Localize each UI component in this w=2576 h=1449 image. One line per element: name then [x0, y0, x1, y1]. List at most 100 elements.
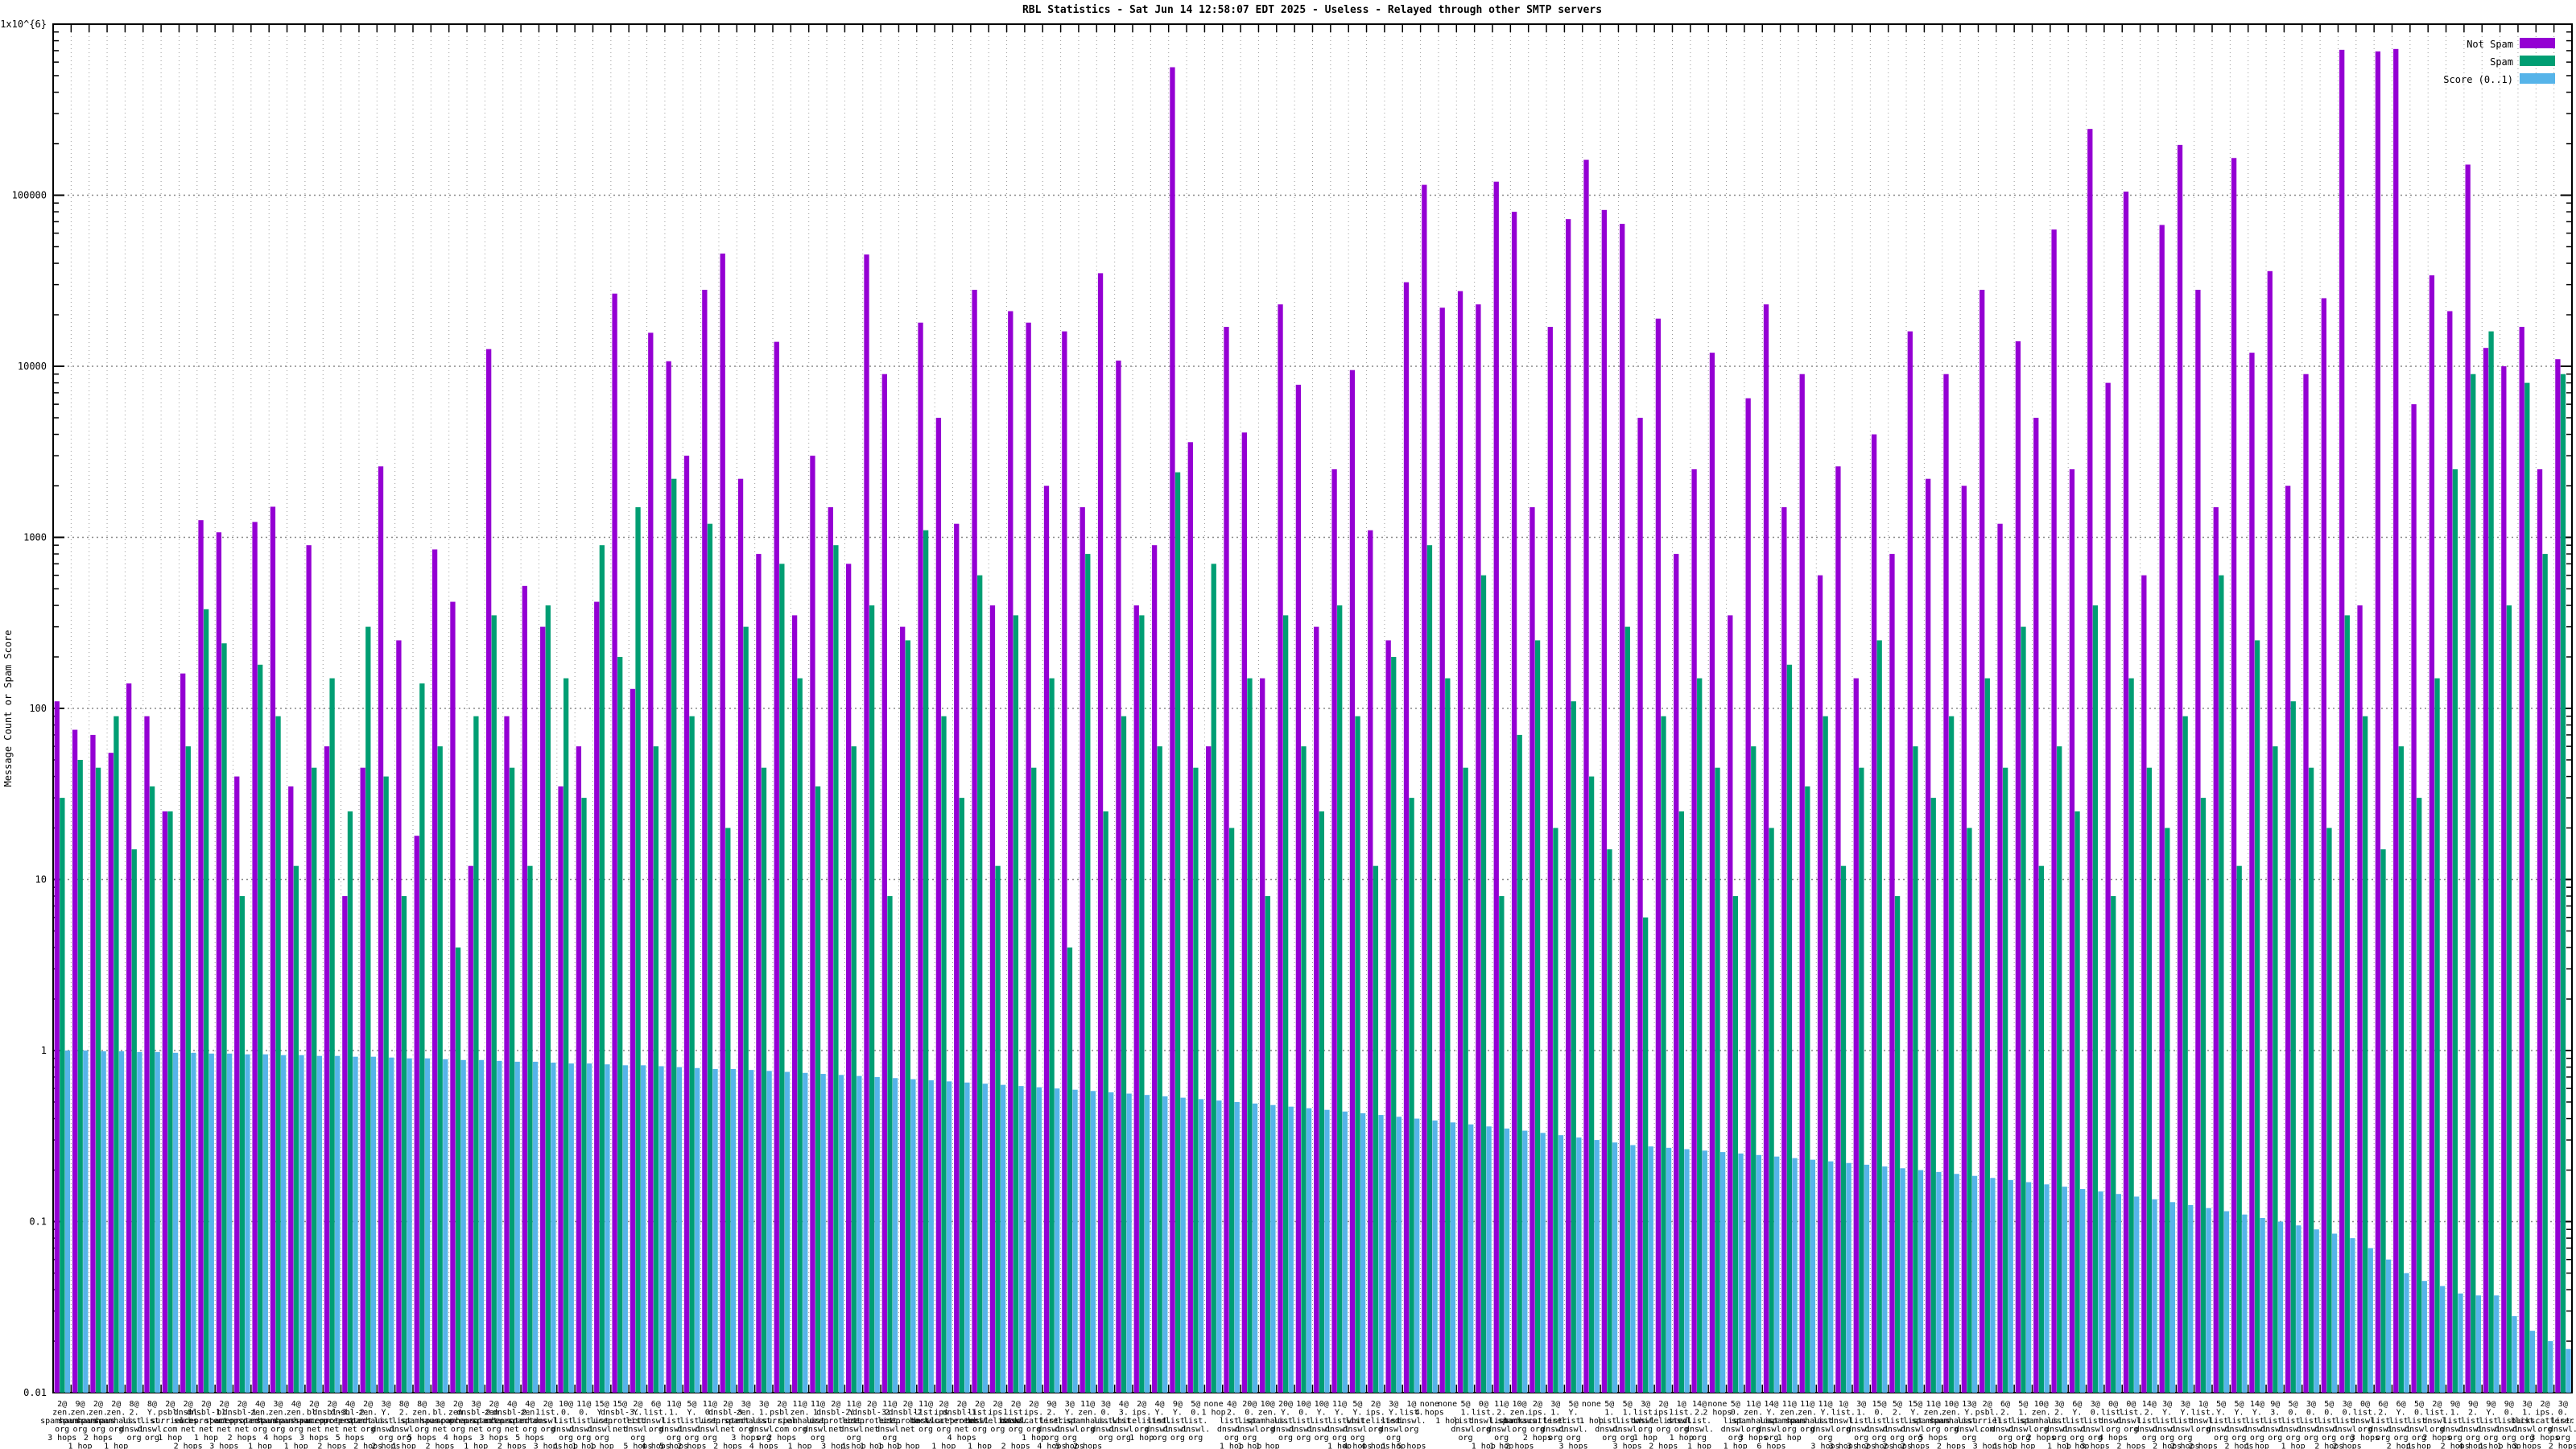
bar-not-spam — [1763, 304, 1769, 1393]
bar-score-0-1 — [712, 1068, 718, 1393]
bar-score-0-1 — [353, 1056, 358, 1393]
bar-score-0-1 — [838, 1075, 844, 1393]
bar-spam — [1805, 786, 1810, 1393]
bar-spam — [1319, 811, 1324, 1393]
bar-score-0-1 — [1162, 1096, 1168, 1393]
bar-not-spam — [1260, 678, 1265, 1393]
x-axis-label: 11@ 2. list. dnswl. org 1 hop — [875, 1400, 904, 1449]
bar-spam — [671, 478, 677, 1393]
x-axis-label: 15@ Y. list. dnswl. org 1 hop — [588, 1400, 617, 1449]
bar-not-spam — [972, 289, 977, 1393]
bar-spam — [2542, 554, 2548, 1393]
bar-score-0-1 — [605, 1064, 610, 1393]
bar-not-spam — [414, 836, 419, 1393]
bar-score-0-1 — [1468, 1124, 1474, 1393]
x-axis-label: 2@ dnsbl-3. uceprotect. net 2 hops — [701, 1400, 754, 1449]
bar-score-0-1 — [1144, 1095, 1150, 1393]
x-axis-label: 11@ 1. list. dnswl. org 5 hops — [659, 1400, 688, 1449]
bar-score-0-1 — [749, 1070, 754, 1393]
x-axis-label: 11@ 1. list. dnswl. org — [803, 1400, 832, 1443]
x-axis-label: 8@ zen. spamhaus. org 5 hops — [400, 1400, 444, 1443]
bar-spam — [1967, 828, 1972, 1393]
bar-spam — [1840, 865, 1847, 1393]
bar-score-0-1 — [1630, 1145, 1636, 1393]
x-axis-label: 3@ 1. list. dnswl. org 3 hops — [1847, 1400, 1876, 1449]
bar-score-0-1 — [1216, 1100, 1222, 1393]
bar-score-0-1 — [1702, 1150, 1707, 1393]
bar-not-spam — [846, 564, 852, 1393]
bar-spam — [1769, 828, 1774, 1393]
x-axis-label: 2@ bl. spamcop. net 3 hops — [204, 1400, 243, 1449]
x-axis-label: 2@ zen. spamhaus. org 4 hops — [436, 1400, 480, 1443]
bar-not-spam — [1547, 327, 1553, 1393]
bar-spam — [815, 786, 821, 1393]
x-axis-label: none 1 hop — [1579, 1400, 1604, 1426]
bar-score-0-1 — [1720, 1152, 1726, 1393]
bar-spam — [2326, 828, 2332, 1393]
bar-spam — [1139, 615, 1145, 1393]
x-axis-label: 11@ zen. spamhaus. org 2 hops — [1066, 1400, 1109, 1449]
bar-not-spam — [2501, 366, 2507, 1393]
x-axis-label: 2@ dnsbl-1. uceprotect. net 4 hops — [935, 1400, 989, 1443]
bar-not-spam — [2411, 404, 2417, 1393]
bar-score-0-1 — [2169, 1202, 2176, 1393]
bar-not-spam — [1476, 304, 1481, 1393]
bar-not-spam — [1781, 507, 1787, 1393]
x-axis-label: 3@ Y. list. dnswl. org 5 hops — [1055, 1400, 1084, 1449]
bar-spam — [581, 798, 587, 1393]
bar-spam — [1265, 896, 1270, 1393]
x-axis-label: 5@ Y. list. dnswl. org 2 hops — [2224, 1400, 2253, 1449]
x-axis-label: 1@ list. dnswl. org 2 hops — [2189, 1400, 2218, 1449]
bar-spam — [455, 947, 461, 1393]
bar-not-spam — [342, 896, 348, 1393]
x-axis-label: 10@ zen. spamhaus. org 2 hops — [1930, 1400, 1973, 1449]
bar-score-0-1 — [1180, 1097, 1186, 1393]
bar-spam — [1031, 767, 1037, 1393]
bar-spam — [1121, 716, 1127, 1393]
bar-not-spam — [1961, 485, 1967, 1393]
bar-spam — [437, 746, 443, 1393]
bar-spam — [2021, 626, 2026, 1393]
bar-score-0-1 — [2368, 1248, 2373, 1393]
bar-score-0-1 — [2044, 1184, 2050, 1393]
bar-not-spam — [1385, 640, 1391, 1393]
x-axis-label: 2@ dnsbl-2. uceprotect. net 3 hops — [809, 1400, 862, 1449]
bar-not-spam — [270, 506, 276, 1393]
bar-spam — [833, 545, 839, 1393]
bar-score-0-1 — [2025, 1182, 2032, 1393]
bar-not-spam — [881, 374, 887, 1393]
bar-score-0-1 — [1270, 1104, 1276, 1393]
x-axis-label: 2@ psbl. surriel. com 1 hop — [151, 1400, 189, 1443]
x-axis-label: 9@ Y. list. dnswl. org — [1163, 1400, 1192, 1443]
bar-not-spam — [576, 746, 582, 1393]
bar-spam — [509, 767, 515, 1393]
x-axis-label: 2@ ips. whitelisted. org 2 hops — [1634, 1400, 1692, 1449]
x-axis-label: 11@ Y. list. dnswl. org 1 hop — [840, 1400, 869, 1449]
bar-spam — [2128, 678, 2134, 1393]
bar-not-spam — [756, 554, 762, 1393]
bar-not-spam — [2069, 469, 2075, 1393]
bar-spam — [1859, 767, 1864, 1393]
bar-spam — [2165, 828, 2170, 1393]
legend-swatch-score — [2520, 73, 2555, 84]
x-axis-label: 4@ Y. list. dnswl. org — [1145, 1400, 1174, 1443]
bar-score-0-1 — [1971, 1175, 1978, 1393]
bar-not-spam — [1530, 507, 1535, 1393]
bar-spam — [2057, 746, 2062, 1393]
bar-score-0-1 — [191, 1052, 196, 1393]
bar-spam — [1174, 472, 1181, 1393]
x-axis-label: 0@ list. dnswl. org 4 hops — [2099, 1400, 2128, 1443]
bar-score-0-1 — [2475, 1295, 2481, 1393]
bar-spam — [995, 865, 1001, 1393]
bar-not-spam — [1278, 304, 1283, 1393]
bar-score-0-1 — [1432, 1120, 1438, 1393]
bar-not-spam — [1457, 291, 1463, 1393]
bar-score-0-1 — [946, 1081, 952, 1393]
bar-not-spam — [396, 640, 402, 1393]
bar-score-0-1 — [2548, 1341, 2553, 1393]
bar-not-spam — [468, 865, 473, 1393]
bar-spam — [1193, 767, 1199, 1393]
bar-score-0-1 — [568, 1063, 574, 1393]
bar-not-spam — [720, 253, 725, 1393]
y-tick-label: 0.1 — [29, 1216, 47, 1228]
